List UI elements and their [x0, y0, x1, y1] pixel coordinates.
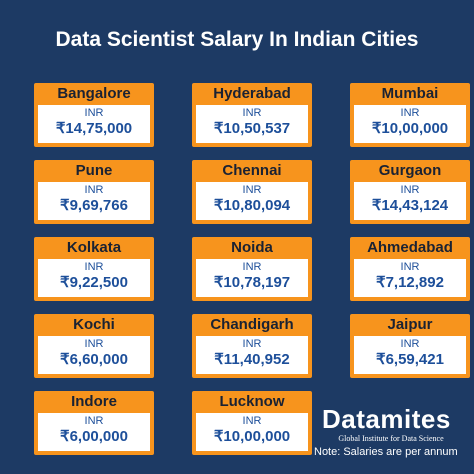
- card-body: INR ₹11,40,952: [196, 336, 308, 374]
- currency: INR: [84, 338, 104, 350]
- salary-card: Ahmedabad INR ₹7,12,892: [350, 237, 470, 301]
- salary-card: Jaipur INR ₹6,59,421: [350, 314, 470, 378]
- logo-tagline: Global Institute for Data Science: [338, 434, 444, 443]
- city-name: Chandigarh: [210, 316, 294, 333]
- salary: ₹14,43,124: [371, 197, 449, 214]
- salary-card: Hyderabad INR ₹10,50,537: [192, 83, 312, 147]
- card-body: INR ₹6,59,421: [354, 336, 466, 374]
- city-name: Ahmedabad: [367, 239, 453, 256]
- logo: Datamites: [322, 404, 451, 434]
- currency: INR: [84, 184, 104, 196]
- card-body: INR ₹9,69,766: [38, 182, 150, 220]
- salary-card: Kochi INR ₹6,60,000: [34, 314, 154, 378]
- currency: INR: [400, 184, 420, 196]
- currency: INR: [400, 338, 420, 350]
- city-name: Mumbai: [381, 85, 439, 102]
- salary-card: Mumbai INR ₹10,00,000: [350, 83, 470, 147]
- salary-card: Chandigarh INR ₹11,40,952: [192, 314, 312, 378]
- card-body: INR ₹10,00,000: [196, 413, 308, 451]
- card-body: INR ₹10,50,537: [196, 105, 308, 143]
- currency: INR: [84, 415, 104, 427]
- salary-card: Bangalore INR ₹14,75,000: [34, 83, 154, 147]
- card-body: INR ₹6,60,000: [38, 336, 150, 374]
- salary: ₹10,80,094: [213, 197, 291, 214]
- card-body: INR ₹9,22,500: [38, 259, 150, 297]
- city-name: Indore: [71, 393, 117, 410]
- salary: ₹9,69,766: [60, 197, 128, 214]
- card-body: INR ₹10,00,000: [354, 105, 466, 143]
- city-name: Jaipur: [387, 316, 433, 333]
- salary-card: Noida INR ₹10,78,197: [192, 237, 312, 301]
- salary: ₹6,59,421: [376, 351, 444, 368]
- card-body: INR ₹6,00,000: [38, 413, 150, 451]
- city-name: Chennai: [222, 162, 282, 179]
- salary: ₹10,78,197: [213, 274, 291, 291]
- card-body: INR ₹14,75,000: [38, 105, 150, 143]
- city-name: Gurgaon: [378, 162, 442, 179]
- city-name: Kolkata: [66, 239, 122, 256]
- note: Note: Salaries are per annum: [314, 446, 458, 458]
- salary: ₹6,60,000: [60, 351, 128, 368]
- card-body: INR ₹14,43,124: [354, 182, 466, 220]
- currency: INR: [242, 107, 262, 119]
- currency: INR: [400, 261, 420, 273]
- city-name: Bangalore: [57, 85, 131, 102]
- card-body: INR ₹10,78,197: [196, 259, 308, 297]
- salary-card: Indore INR ₹6,00,000: [34, 391, 154, 455]
- salary: ₹10,00,000: [213, 428, 291, 445]
- currency: INR: [242, 338, 262, 350]
- salary: ₹6,00,000: [60, 428, 128, 445]
- salary: ₹14,75,000: [55, 120, 133, 137]
- city-name: Hyderabad: [213, 85, 291, 102]
- salary: ₹10,50,537: [213, 120, 291, 137]
- currency: INR: [242, 415, 262, 427]
- salary-card: Lucknow INR ₹10,00,000: [192, 391, 312, 455]
- card-body: INR ₹10,80,094: [196, 182, 308, 220]
- city-name: Lucknow: [219, 393, 285, 410]
- city-name: Pune: [75, 162, 113, 179]
- salary-card: Gurgaon INR ₹14,43,124: [350, 160, 470, 224]
- currency: INR: [400, 107, 420, 119]
- currency: INR: [84, 261, 104, 273]
- currency: INR: [242, 184, 262, 196]
- salary-card: Pune INR ₹9,69,766: [34, 160, 154, 224]
- title: Data Scientist Salary In Indian Cities: [55, 28, 419, 51]
- salary-card: Chennai INR ₹10,80,094: [192, 160, 312, 224]
- card-body: INR ₹7,12,892: [354, 259, 466, 297]
- city-name: Kochi: [73, 316, 115, 333]
- salary-card: Kolkata INR ₹9,22,500: [34, 237, 154, 301]
- salary: ₹9,22,500: [60, 274, 128, 291]
- city-name: Noida: [231, 239, 273, 256]
- currency: INR: [84, 107, 104, 119]
- salary: ₹7,12,892: [376, 274, 444, 291]
- salary: ₹11,40,952: [214, 351, 290, 368]
- currency: INR: [242, 261, 262, 273]
- salary: ₹10,00,000: [371, 120, 449, 137]
